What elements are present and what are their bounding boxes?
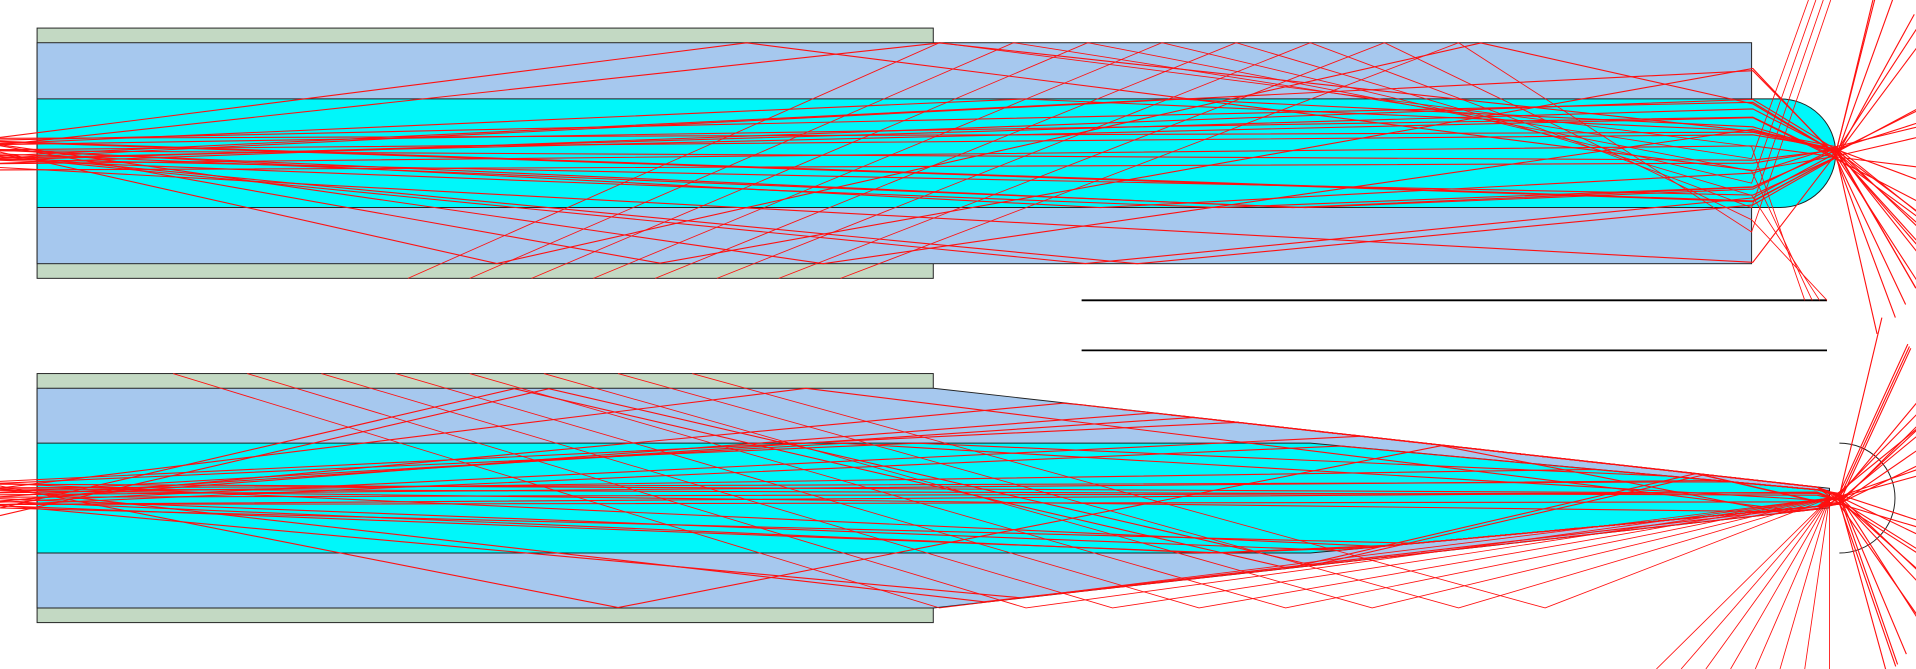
ray — [543, 373, 1831, 669]
ray — [617, 373, 1830, 669]
ray — [778, 42, 1828, 301]
ray — [692, 373, 1830, 669]
ray — [172, 373, 1831, 669]
ray — [0, 426, 1916, 609]
ray — [0, 116, 1896, 318]
tapered-fiber — [36, 373, 1896, 624]
ray — [0, 145, 1916, 168]
ray — [0, 28, 1916, 265]
ray — [0, 481, 1899, 665]
ray — [531, 42, 1813, 301]
ray — [321, 373, 1831, 669]
ray — [469, 373, 1831, 669]
ray — [0, 101, 1916, 154]
ray — [0, 388, 1916, 566]
ray — [654, 42, 1820, 301]
ray — [0, 483, 1887, 669]
ray — [0, 42, 1916, 150]
ray — [0, 414, 1916, 599]
ray — [0, 128, 1878, 335]
ray — [395, 373, 1831, 669]
ray — [0, 42, 1916, 171]
ray — [0, 421, 1916, 505]
ray — [0, 148, 1916, 252]
ray — [840, 0, 1832, 279]
ray — [247, 373, 1831, 669]
ray — [0, 140, 1916, 217]
ray — [469, 0, 1809, 279]
ray — [0, 348, 1912, 504]
ray — [716, 0, 1824, 279]
straight-fiber — [36, 27, 1837, 279]
dome — [1839, 442, 1896, 554]
ray — [0, 149, 1916, 212]
ray — [0, 436, 1916, 506]
ray — [593, 0, 1817, 279]
ray — [0, 47, 1916, 264]
ray — [0, 108, 1916, 161]
